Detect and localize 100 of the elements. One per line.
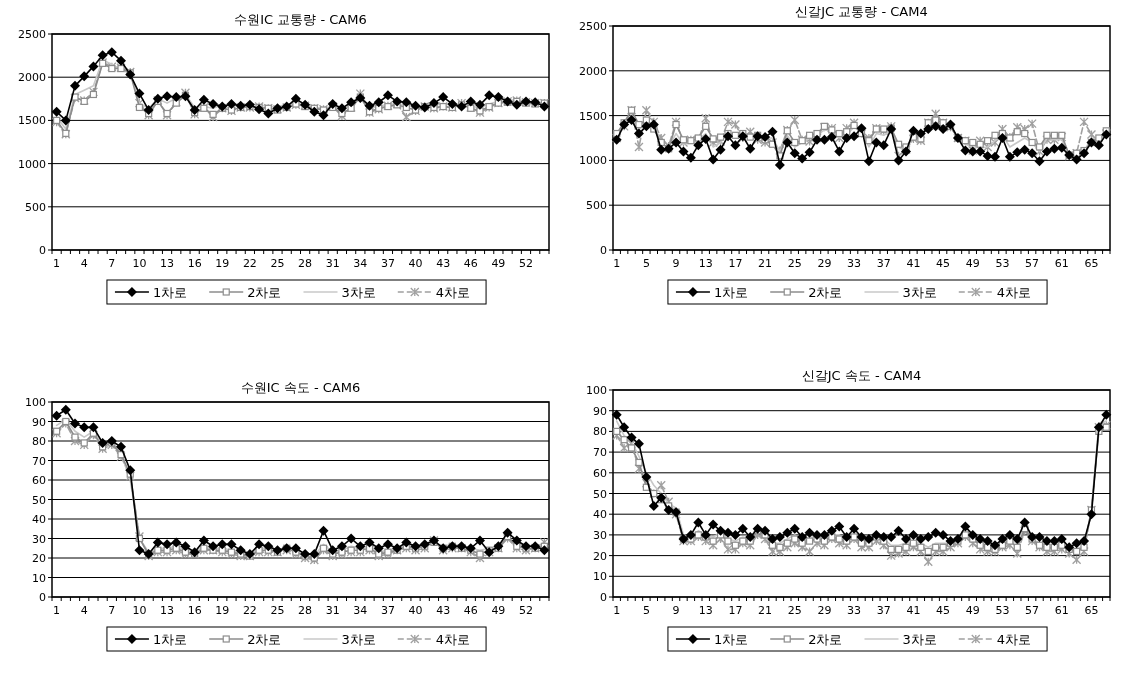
x-tick-label: 19 <box>215 257 230 270</box>
y-tick-label: 2500 <box>18 28 46 41</box>
legend-label: 4차로 <box>996 285 1032 300</box>
y-tick-label: 1000 <box>18 157 46 171</box>
legend-label: 3차로 <box>341 632 376 647</box>
y-tick-label: 100 <box>25 396 46 409</box>
y-tick-label: 80 <box>593 425 607 439</box>
x-tick-label: 45 <box>936 257 951 270</box>
y-tick-label: 500 <box>25 200 46 214</box>
x-tick-label: 33 <box>847 604 862 617</box>
y-tick-label: 0 <box>39 244 46 257</box>
x-tick-label: 4 <box>80 604 88 617</box>
x-tick-label: 13 <box>698 257 713 270</box>
y-tick-label: 90 <box>593 404 607 418</box>
y-tick-label: 40 <box>32 513 46 526</box>
y-tick-label: 30 <box>32 532 46 546</box>
x-tick-label: 7 <box>108 604 116 617</box>
y-tick-label: 0 <box>600 244 607 257</box>
x-tick-label: 13 <box>698 604 713 617</box>
y-tick-label: 70 <box>593 446 607 460</box>
x-tick-label: 65 <box>1084 257 1099 270</box>
x-tick-label: 49 <box>491 604 506 617</box>
x-tick-label: 22 <box>242 257 257 270</box>
x-tick-label: 13 <box>160 604 175 617</box>
x-tick-label: 5 <box>642 604 650 617</box>
x-tick-label: 34 <box>353 257 368 270</box>
x-tick-label: 17 <box>728 257 743 270</box>
y-tick-label: 1500 <box>18 114 46 128</box>
x-tick-label: 16 <box>187 604 202 617</box>
x-tick-label: 37 <box>876 257 891 270</box>
x-tick-label: 1 <box>613 604 621 617</box>
y-tick-label: 60 <box>32 474 46 487</box>
x-tick-label: 31 <box>325 257 340 270</box>
y-tick-label: 80 <box>32 435 46 448</box>
x-tick-label: 40 <box>408 257 423 270</box>
y-tick-label: 0 <box>39 591 46 604</box>
x-tick-label: 1 <box>53 257 61 270</box>
x-tick-label: 46 <box>463 604 478 617</box>
x-tick-label: 41 <box>906 604 921 617</box>
legend-label: 3차로 <box>341 285 376 300</box>
x-tick-label: 33 <box>847 257 862 270</box>
legend-label: 4차로 <box>996 632 1032 647</box>
y-tick-label: 20 <box>593 549 607 563</box>
x-tick-label: 21 <box>758 604 773 617</box>
x-tick-label: 22 <box>242 604 257 617</box>
x-tick-label: 21 <box>758 257 773 270</box>
x-tick-label: 53 <box>995 257 1010 270</box>
x-tick-label: 25 <box>787 604 802 617</box>
y-tick-label: 90 <box>32 415 46 429</box>
legend-label: 2차로 <box>247 285 282 300</box>
x-tick-label: 10 <box>132 257 147 270</box>
x-tick-label: 37 <box>876 604 891 617</box>
x-tick-label: 1 <box>613 257 621 270</box>
x-tick-label: 29 <box>817 604 832 617</box>
y-tick-label: 2500 <box>579 20 607 33</box>
x-tick-label: 10 <box>132 604 147 617</box>
x-tick-label: 49 <box>965 257 980 270</box>
chart-title: 신갈JC 속도 - CAM4 <box>801 368 922 383</box>
y-tick-label: 0 <box>600 591 607 604</box>
x-tick-label: 65 <box>1084 604 1099 617</box>
y-tick-label: 10 <box>32 571 46 585</box>
chart-title: 수원IC 교통량 - CAM6 <box>234 12 367 27</box>
x-tick-label: 25 <box>270 604 285 617</box>
legend-label: 2차로 <box>808 632 843 647</box>
x-tick-label: 52 <box>518 604 533 617</box>
y-tick-label: 60 <box>593 466 607 480</box>
x-tick-label: 17 <box>728 604 743 617</box>
x-tick-label: 61 <box>1054 604 1069 617</box>
legend-label: 4차로 <box>435 285 471 300</box>
x-tick-label: 49 <box>491 257 506 270</box>
y-tick-label: 1000 <box>579 154 607 168</box>
x-tick-label: 19 <box>215 604 230 617</box>
x-tick-label: 13 <box>160 257 175 270</box>
x-tick-label: 43 <box>436 604 451 617</box>
legend-label: 3차로 <box>902 285 937 300</box>
x-tick-label: 40 <box>408 604 423 617</box>
x-tick-label: 31 <box>325 604 340 617</box>
x-tick-label: 52 <box>518 257 533 270</box>
y-tick-label: 30 <box>593 528 607 542</box>
x-tick-label: 46 <box>463 257 478 270</box>
y-tick-label: 2000 <box>579 64 607 78</box>
x-tick-label: 9 <box>672 257 680 270</box>
legend-label: 3차로 <box>902 632 937 647</box>
legend-label: 4차로 <box>435 632 471 647</box>
x-tick-label: 37 <box>380 604 395 617</box>
x-tick-label: 28 <box>298 604 313 617</box>
y-tick-label: 50 <box>593 487 607 501</box>
x-tick-label: 29 <box>817 257 832 270</box>
x-tick-label: 25 <box>270 257 285 270</box>
x-tick-label: 25 <box>787 257 802 270</box>
x-tick-label: 34 <box>353 604 368 617</box>
x-tick-label: 16 <box>187 257 202 270</box>
x-tick-label: 4 <box>80 257 88 270</box>
y-tick-label: 10 <box>593 570 607 584</box>
chart-title: 수원IC 속도 - CAM6 <box>240 380 361 395</box>
legend-label: 1차로 <box>713 632 749 647</box>
y-tick-label: 100 <box>586 384 607 397</box>
legend-label: 1차로 <box>152 632 188 647</box>
legend-label: 2차로 <box>808 285 843 300</box>
legend-label: 2차로 <box>247 632 282 647</box>
